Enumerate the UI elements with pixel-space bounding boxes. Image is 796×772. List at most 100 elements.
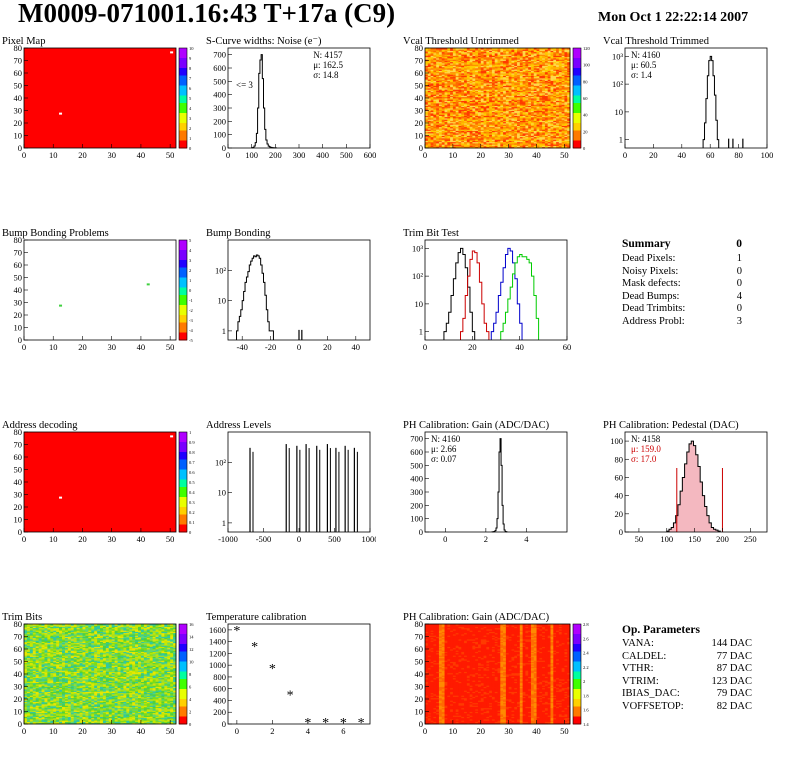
scurve-noise-chart: S-Curve widths: Noise (e⁻) 0 100 200 300 400 5…: [204, 34, 376, 167]
bump-problems-y-tick: 70: [14, 248, 23, 258]
ph-gain-map-x-tick: 20: [477, 726, 486, 736]
ph-pedestal-x-tick: 250: [744, 534, 757, 544]
trim-bit-test-series-0: [443, 247, 476, 340]
pixel-map-z-tick: 3: [189, 116, 192, 121]
address-decoding-z-tick: 0.9: [189, 440, 195, 445]
trim-bit-test-y-tick: 10²: [412, 271, 424, 281]
address-levels-x-tick: 500: [328, 534, 341, 544]
ph-gain-y-tick: 100: [410, 514, 423, 524]
vcal-trimmed-y-tick: 10: [615, 107, 624, 117]
vcal-untrimmed-y-tick: 50: [415, 81, 424, 91]
scurve-noise-y-tick: 500: [213, 76, 226, 86]
ph-gain-map-x-tick: 10: [449, 726, 458, 736]
temperature-calibration-y-tick: 800: [213, 672, 226, 682]
vcal-untrimmed-y-tick: 20: [415, 118, 424, 128]
vcal-untrimmed-y-tick: 0: [419, 143, 423, 153]
ph-gain-map-z-tick: 2.2: [583, 665, 589, 670]
address-decoding-z-tick: 0.8: [189, 450, 195, 455]
trim-bits-z-tick: 16: [189, 622, 194, 627]
trim-bit-test-x-tick: 20: [468, 342, 477, 352]
summary-value: 0: [736, 278, 742, 290]
address-decoding-z-tick: 0: [189, 530, 192, 535]
vcal-untrimmed-x-tick: 30: [504, 150, 513, 160]
bump-bonding-svg: Bump Bonding -40 -20 0 20 40 1 10 10²: [206, 228, 371, 352]
address-decoding-y-tick: 70: [14, 440, 23, 450]
temperature-calibration-chart: Temperature calibration * * * * * * * * 0 2 4 6 0 200 4…: [204, 610, 376, 743]
bump-bonding-y-tick: 10: [218, 296, 227, 306]
address-decoding-x-tick: 0: [22, 534, 26, 544]
vcal-untrimmed-y-tick: 40: [415, 93, 424, 103]
trim-bits-x-tick: 20: [78, 726, 87, 736]
ph-gain-stat: N: 4160: [431, 434, 461, 444]
bump-problems-z-tick: -1: [189, 298, 193, 303]
trim-bit-test-x-tick: 40: [515, 342, 524, 352]
op-param-row: VOFFSETOP: 82 DAC: [622, 701, 752, 714]
vcal-trimmed-x-tick: 80: [734, 150, 743, 160]
ph-pedestal-x-tick: 200: [716, 534, 729, 544]
ph-gain-map-z-tick: 1.6: [583, 708, 589, 713]
vcal-untrimmed-y-tick: 70: [415, 56, 424, 66]
bump-problems-z-tick: 3: [189, 258, 192, 263]
op-param-label: IBIAS_DAC:: [622, 688, 680, 700]
scurve-noise-y-tick: 200: [213, 116, 226, 126]
ph-gain-y-tick: 0: [419, 527, 423, 537]
vcal-trimmed-y-tick: 1: [619, 135, 623, 145]
trim-bits-y-tick: 20: [14, 694, 23, 704]
address-decoding-chart: Address decoding 0 0.1 0.2 0.3 0.4 0.5 0.6 0.7 0.…: [0, 418, 206, 551]
vcal-untrimmed-x-tick: 10: [449, 150, 458, 160]
vcal-untrimmed-z-tick: 80: [583, 79, 588, 84]
vcal-untrimmed-x-tick: 40: [532, 150, 541, 160]
vcal-untrimmed-x-tick: 20: [477, 150, 486, 160]
bump-bonding-y-tick: 10²: [215, 265, 227, 275]
address-levels-y-tick: 1: [222, 518, 226, 528]
trim-bits-y-tick: 40: [14, 669, 23, 679]
ph-gain-y-tick: 500: [410, 460, 423, 470]
address-decoding-y-tick: 10: [14, 515, 23, 525]
vcal-untrimmed-y-tick: 80: [415, 43, 424, 53]
trim-bit-test-title: Trim Bit Test: [403, 228, 459, 239]
temperature-calibration-y-tick: 600: [213, 684, 226, 694]
bump-problems-x-tick: 20: [78, 342, 87, 352]
bump-bonding-x-tick: 40: [352, 342, 361, 352]
address-decoding-y-tick: 40: [14, 477, 23, 487]
address-decoding-z-tick: 0.4: [189, 490, 195, 495]
bump-problems-x-tick: 50: [166, 342, 175, 352]
summary-label: Noisy Pixels:: [622, 265, 679, 277]
vcal-trimmed-x-tick: 40: [678, 150, 687, 160]
trim-bit-test-series-2: [490, 247, 523, 340]
vcal-untrimmed-y-tick: 30: [415, 106, 424, 116]
op-param-value: 144 DAC: [711, 638, 752, 649]
op-param-label: VOFFSETOP:: [622, 700, 684, 712]
trim-bits-z-tick: 6: [189, 685, 192, 690]
scurve-noise-x-tick: 400: [316, 150, 329, 160]
address-decoding-y-tick: 50: [14, 465, 23, 475]
bump-problems-z-tick: 4: [189, 248, 192, 253]
vcal-trimmed-y-tick: 10²: [612, 79, 624, 89]
summary-header: Summary 0: [622, 236, 752, 252]
op-param-label: VANA:: [622, 638, 654, 649]
vcal-untrimmed-x-tick: 50: [560, 150, 569, 160]
ph-pedestal-x-tick: 50: [635, 534, 644, 544]
bump-problems-z-tick: 2: [189, 268, 191, 273]
bump-problems-z-tick: -2: [189, 308, 193, 313]
summary-box: Summary 0 Dead Pixels: 1 Noisy Pixels: 0 Mas…: [622, 236, 752, 329]
op-param-value: 87 DAC: [716, 663, 752, 675]
temperature-calibration-point: *: [287, 689, 294, 704]
trim-bit-test-y-tick: 10: [415, 299, 424, 309]
pixel-map-y-tick: 10: [14, 131, 23, 141]
summary-row: Address Probl: 3: [622, 316, 752, 329]
temperature-calibration-y-tick: 1600: [209, 625, 226, 635]
vcal-untrimmed-chart: Vcal Threshold Untrimmed 0 20 40 60 80 100 120 0…: [401, 34, 600, 167]
ph-pedestal-fill: [666, 441, 721, 532]
ph-pedestal-x-tick: 100: [660, 534, 673, 544]
vcal-untrimmed-z-tick: 0: [583, 146, 586, 151]
summary-label: Address Probl:: [622, 315, 685, 327]
pixel-map-x-tick: 40: [137, 150, 146, 160]
address-levels-x-tick: 1000: [362, 534, 377, 544]
temperature-calibration-y-tick: 1400: [209, 637, 226, 647]
ph-gain-title: PH Calibration: Gain (ADC/DAC): [403, 420, 550, 431]
trim-bits-z-tick: 0: [189, 722, 192, 727]
scurve-noise-y-tick: 300: [213, 103, 226, 113]
address-decoding-y-tick: 20: [14, 502, 23, 512]
